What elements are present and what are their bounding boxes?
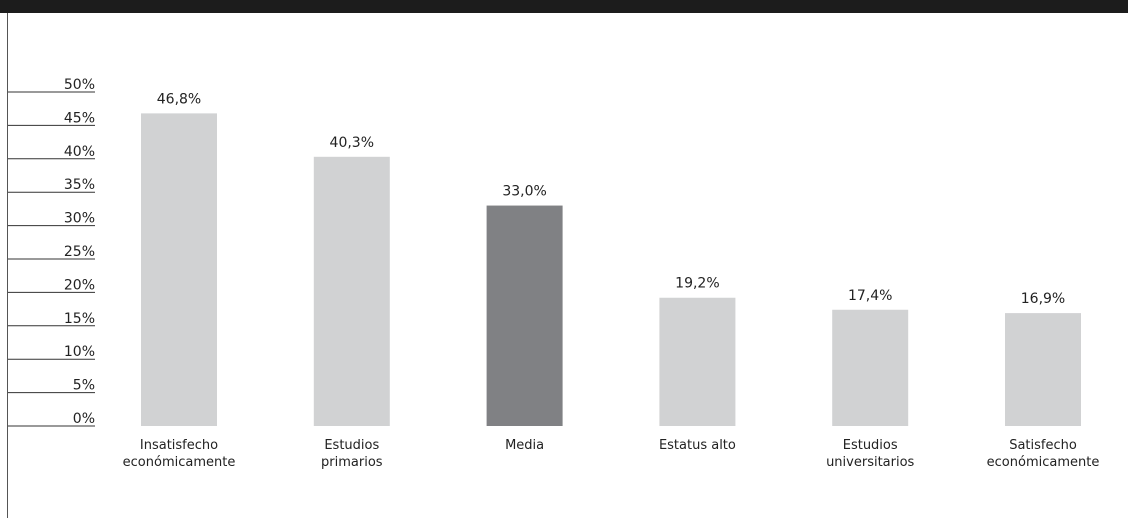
y-tick-label: 10% — [64, 344, 95, 360]
category-label-line: universitarios — [826, 455, 914, 470]
frame-left-border — [7, 13, 8, 518]
bar — [1005, 313, 1081, 426]
category-label: Satisfecho económicamente — [987, 438, 1100, 470]
bar-value-label: 16,9% — [1021, 291, 1065, 307]
header-bar — [0, 0, 1128, 13]
y-tick-label: 35% — [64, 177, 95, 193]
category-label-line: primarios — [321, 455, 383, 470]
bar-value-label: 19,2% — [675, 276, 719, 292]
bar-value-label: 17,4% — [848, 288, 892, 304]
category-label-line: económicamente — [987, 455, 1100, 470]
category-labels: Insatisfecho económicamente Estudios primar… — [123, 438, 1100, 470]
y-tick-label: 20% — [64, 277, 95, 293]
y-tick-label: 25% — [64, 244, 95, 260]
category-label: Insatisfecho económicamente — [123, 438, 236, 470]
bar — [313, 156, 390, 426]
category-label-line: Estudios — [324, 438, 379, 453]
bar-value-label: 33,0% — [502, 184, 546, 200]
category-label-line: económicamente — [123, 455, 236, 470]
category-label: Media — [505, 438, 544, 453]
bar — [141, 113, 217, 426]
bar-value-label: 40,3% — [330, 135, 374, 151]
bar-value-label: 46,8% — [157, 91, 201, 107]
category-label-line: Media — [505, 438, 544, 453]
y-tick-label: 45% — [64, 110, 95, 126]
bars — [141, 113, 1081, 426]
category-label-line: Estatus alto — [659, 438, 736, 453]
category-label-line: Insatisfecho — [140, 438, 218, 453]
category-label-line: Estudios — [843, 438, 898, 453]
category-label-line: Satisfecho — [1009, 438, 1077, 453]
bar — [832, 309, 909, 426]
y-tick-label: 0% — [73, 411, 95, 427]
category-label: Estudios primarios — [321, 438, 383, 470]
category-label: Estudios universitarios — [826, 438, 914, 470]
bar — [659, 297, 736, 426]
y-tick-label: 30% — [64, 211, 95, 227]
category-label: Estatus alto — [659, 438, 736, 453]
bar — [486, 205, 563, 426]
y-tick-label: 50% — [64, 77, 95, 93]
value-labels: 46,8% 40,3% 33,0% 19,2% 17,4% 16,9% — [157, 91, 1065, 307]
y-axis: 0% 5% 10% 15% 20% 25% 30% 35% 40% 45% 50% — [8, 77, 95, 427]
y-tick-label: 40% — [64, 144, 95, 160]
y-tick-label: 15% — [64, 311, 95, 327]
y-tick-label: 5% — [73, 378, 95, 394]
